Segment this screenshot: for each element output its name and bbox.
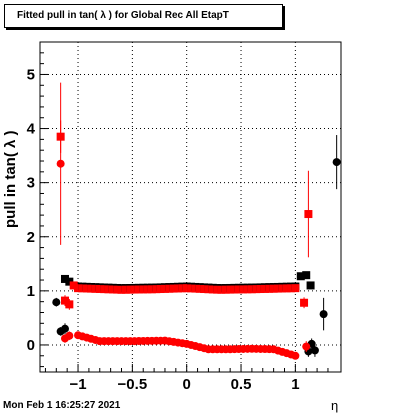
data-point: [60, 324, 69, 333]
mean-band-point: [91, 284, 100, 293]
mean-band-point: [260, 284, 269, 293]
data-point: [306, 281, 315, 290]
width-band-point: [291, 351, 300, 360]
mean-band-point: [100, 285, 109, 294]
axes: −1 −0.5 0 0.5 1 0 1 2 3 4 5: [27, 52, 329, 393]
mean-band-point: [78, 284, 87, 293]
mean-band-point: [273, 284, 282, 293]
mean-band-point: [191, 284, 200, 293]
mean-band-point: [143, 285, 152, 294]
mean-band-point: [243, 285, 252, 294]
y-tick-label: 5: [27, 66, 35, 83]
mean-band-point: [174, 284, 183, 293]
mean-band-point: [208, 285, 217, 294]
mean-band-point: [113, 285, 122, 294]
mean-band-point: [134, 285, 143, 294]
mean-band-point: [169, 284, 178, 293]
mean-band-point: [195, 284, 204, 293]
mean-band-point: [182, 284, 191, 293]
mean-band-point: [147, 285, 156, 294]
x-axis-label: η: [331, 398, 339, 413]
plot-frame: [39, 41, 342, 373]
mean-band-point: [74, 284, 83, 293]
mean-band-point: [165, 284, 174, 293]
mean-band-point: [160, 284, 169, 293]
mean-band-point: [117, 285, 126, 294]
timestamp: Mon Feb 1 16:25:27 2021: [3, 400, 121, 411]
y-tick-label: 1: [27, 283, 35, 300]
y-tick-label: 4: [27, 121, 36, 138]
data-point: [296, 272, 305, 281]
mean-band-point: [121, 285, 130, 294]
chart-title: Fitted pull in tan( λ ) for Global Rec A…: [17, 10, 229, 21]
mean-band-point: [104, 285, 113, 294]
data-point: [304, 210, 313, 219]
grid: [40, 42, 341, 372]
mean-band-point: [252, 285, 261, 294]
mean-band-point: [291, 284, 300, 293]
mean-band-point: [213, 285, 222, 294]
x-tick-label: −1: [69, 376, 86, 393]
data-point: [65, 277, 74, 286]
mean-band-point: [82, 284, 91, 293]
mean-band-point: [282, 284, 291, 293]
mean-band-point: [152, 285, 161, 294]
mean-band-point: [234, 285, 243, 294]
data-point: [65, 300, 74, 309]
mean-band-point: [287, 284, 296, 293]
mean-band-point: [230, 285, 239, 294]
mean-band-point: [156, 285, 165, 294]
data-point: [60, 274, 69, 283]
title-box: Fitted pull in tan( λ ) for Global Rec A…: [4, 4, 283, 28]
data-point: [69, 281, 78, 290]
x-tick-label: 0.5: [231, 376, 252, 393]
mean-band-point: [95, 284, 104, 293]
y-tick-label: 0: [27, 337, 35, 354]
x-tick-label: 1: [291, 376, 299, 393]
mean-band-point: [130, 285, 139, 294]
mean-band-point: [256, 285, 265, 294]
y-tick-label: 2: [27, 229, 35, 246]
mean-band-point: [204, 285, 213, 294]
mean-band-point: [221, 285, 230, 294]
mean-band-point: [278, 284, 287, 293]
y-tick-label: 3: [27, 175, 35, 192]
data-point: [52, 298, 61, 307]
mean-band-point: [239, 285, 248, 294]
x-tick-label: 0: [183, 376, 191, 393]
mean-band-point: [87, 284, 96, 293]
mean-band-point: [247, 285, 256, 294]
data-point: [56, 159, 65, 168]
mean-band-point: [269, 284, 278, 293]
mean-band-point: [200, 285, 209, 294]
mean-band-point: [187, 284, 196, 293]
y-axis-label: pull in tan( λ ): [2, 130, 19, 229]
mean-band-point: [265, 284, 274, 293]
data-marks: [52, 82, 341, 360]
mean-band-point: [226, 285, 235, 294]
data-point: [302, 271, 311, 280]
data-point: [310, 346, 319, 355]
mean-band-point: [139, 285, 148, 294]
mean-band-point: [126, 285, 135, 294]
data-point: [60, 296, 69, 305]
data-point: [319, 310, 328, 319]
mean-band-point: [108, 285, 117, 294]
mean-band-point: [178, 284, 187, 293]
data-point: [302, 342, 311, 351]
data-point: [300, 298, 309, 307]
data-point: [65, 331, 74, 340]
data-point: [332, 158, 341, 167]
x-tick-label: −0.5: [118, 376, 148, 393]
mean-band-point: [217, 285, 226, 294]
